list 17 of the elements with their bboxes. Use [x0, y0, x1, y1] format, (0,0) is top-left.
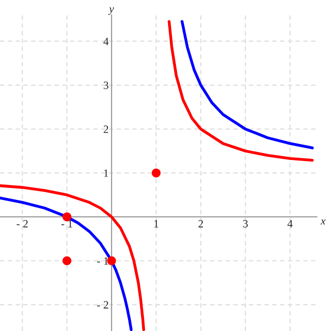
x-tick-label: - 2 [16, 220, 28, 228]
x-tick-label: 1 [154, 220, 158, 228]
point [62, 256, 72, 266]
x-tick-label: - 1 [61, 220, 72, 228]
x-tick-label: 2 [198, 220, 203, 228]
y-tick-label: 2 [104, 126, 108, 133]
y-tick-label: 4 [103, 38, 109, 46]
x-tick-label: 4 [287, 220, 293, 228]
point [152, 168, 161, 178]
point [62, 212, 72, 222]
y-tick-label: - 2 [97, 301, 108, 309]
y-tick-label: 3 [104, 82, 108, 90]
y-axis-title: y [108, 7, 114, 15]
x-axis-title: x [320, 219, 326, 225]
y-tick-label: 1 [104, 169, 108, 177]
point [107, 256, 116, 266]
x-tick-label: 3 [243, 220, 248, 228]
